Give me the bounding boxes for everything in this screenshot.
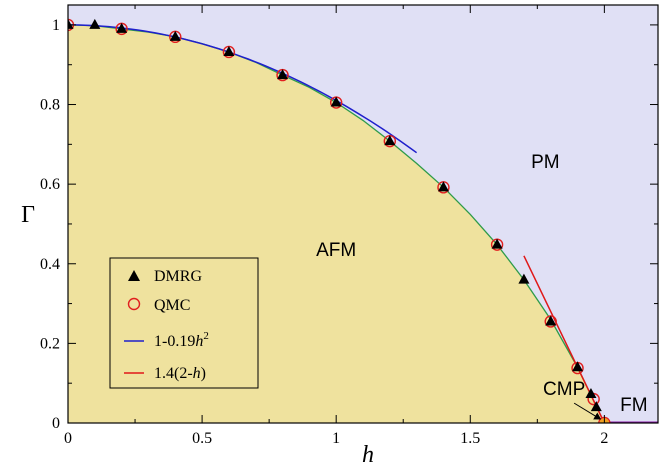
legend-marker-qmc xyxy=(127,297,141,311)
legend-linear-close: ) xyxy=(201,365,206,382)
dmrg-point xyxy=(572,361,584,372)
cmp-arrow xyxy=(573,402,602,420)
legend-label-dmrg: DMRG xyxy=(154,268,202,285)
legend: DMRG QMC 1-0.19h2 1.4(2-h) xyxy=(109,257,259,389)
legend-box xyxy=(109,257,259,389)
legend-linear-var: h xyxy=(193,365,201,382)
dmrg-point xyxy=(223,45,235,56)
y-axis-ticks: 0 0.2 0.4 0.6 0.8 1 xyxy=(40,17,658,432)
x-tick-label: 0.5 xyxy=(192,430,212,447)
dmrg-point xyxy=(491,238,503,249)
legend-linear-coeff: 1.4(2- xyxy=(154,365,193,382)
dmrg-point xyxy=(384,135,396,146)
x-tick-label: 1 xyxy=(332,430,340,447)
dmrg-point xyxy=(169,30,181,41)
y-axis-label: Γ xyxy=(21,202,35,228)
annotation-afm: AFM xyxy=(316,240,356,261)
annotation-fm: FM xyxy=(620,395,647,416)
legend-label-linear: 1.4(2-h) xyxy=(154,365,206,382)
x-axis-ticks: 0 0.5 1 1.5 2 xyxy=(64,5,608,447)
y-tick-label: 0.6 xyxy=(40,176,60,193)
legend-quadratic-exp: 2 xyxy=(203,330,209,342)
legend-quadratic-var: h xyxy=(195,333,203,350)
y-tick-label: 0.4 xyxy=(40,256,60,273)
afm-region xyxy=(68,24,605,423)
legend-label-qmc: QMC xyxy=(154,297,190,314)
dmrg-point xyxy=(585,387,597,398)
annotation-pm: PM xyxy=(531,152,560,173)
legend-label-quadratic: 1-0.19h2 xyxy=(154,330,209,350)
x-tick-label: 0 xyxy=(64,430,72,447)
y-tick-label: 0.2 xyxy=(40,335,60,352)
x-tick-label: 1.5 xyxy=(460,430,480,447)
plot-frame xyxy=(67,4,659,424)
dmrg-point xyxy=(590,401,602,412)
dmrg-point xyxy=(277,69,289,80)
dmrg-point xyxy=(68,18,74,29)
y-tick-label: 0.8 xyxy=(40,97,60,114)
x-axis-label: h xyxy=(362,442,374,468)
dmrg-point xyxy=(330,96,342,107)
legend-quadratic-coeff: 1-0.19 xyxy=(154,333,195,350)
x-tick-label: 2 xyxy=(600,430,608,447)
dmrg-point xyxy=(437,181,449,192)
legend-marker-dmrg xyxy=(128,270,140,281)
dmrg-point xyxy=(89,18,101,29)
region-annotations: AFM PM FM CMP xyxy=(316,152,648,420)
y-tick-label: 0 xyxy=(52,415,60,432)
dmrg-markers xyxy=(68,18,602,412)
dmrg-point xyxy=(116,22,128,33)
y-tick-label: 1 xyxy=(52,17,60,34)
dmrg-point xyxy=(518,273,530,284)
annotation-cmp: CMP xyxy=(543,379,585,400)
fit-line-quadratic xyxy=(68,24,418,154)
dmrg-point xyxy=(545,315,557,326)
